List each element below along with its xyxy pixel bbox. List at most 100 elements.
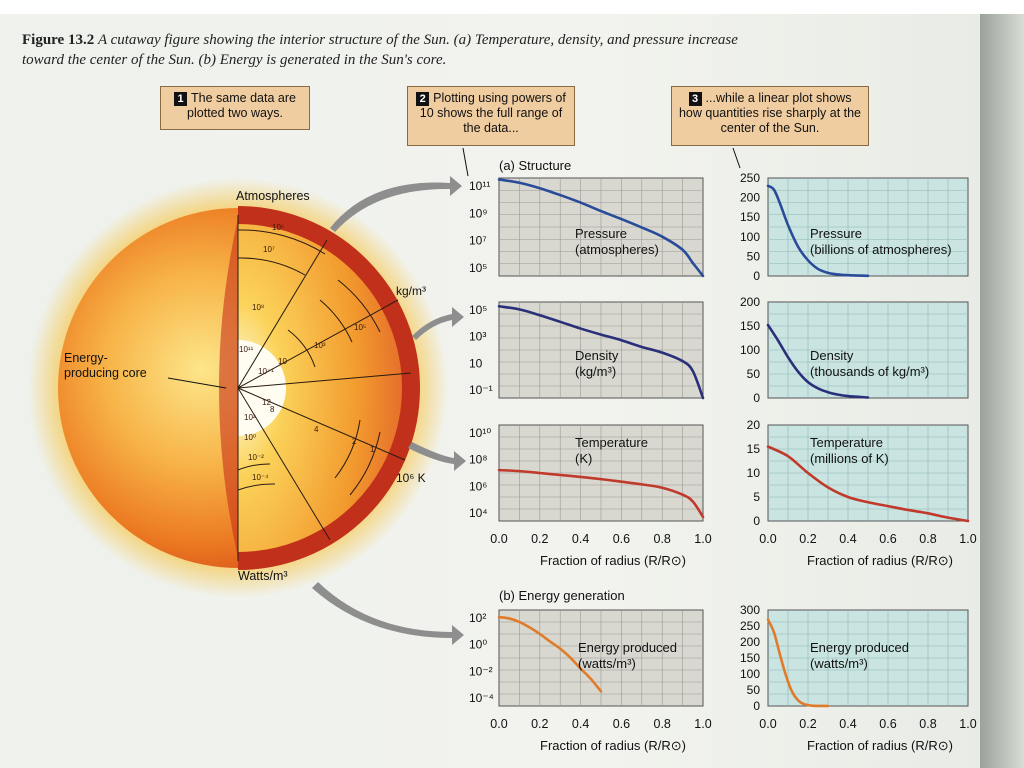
x-tick-label: 0.0 <box>490 717 507 731</box>
y-tick-label: 0 <box>753 699 760 713</box>
sun-temperature-tick: 12 <box>262 398 271 407</box>
x-axis-label: Fraction of radius (R/R⊙) <box>807 738 953 753</box>
y-tick-label: 10 <box>469 356 483 370</box>
data-series-line <box>766 618 830 708</box>
y-tick-label: 50 <box>747 249 761 263</box>
y-tick-label: 150 <box>740 210 760 224</box>
x-tick-label: 0.4 <box>839 717 856 731</box>
figure-caption-text: A cutaway figure showing the interior st… <box>22 32 738 68</box>
y-tick-label: 200 <box>740 635 760 649</box>
x-axis-label: Fraction of radius (R/R⊙) <box>807 553 953 568</box>
y-tick-label: 10² <box>469 611 486 625</box>
kg-per-m3-label: kg/m³ <box>396 284 426 298</box>
arrow-to-pressure <box>330 176 462 232</box>
x-tick-label: 0.8 <box>654 532 671 546</box>
x-tick-label: 0.8 <box>654 717 671 731</box>
series-label: Temperature (K) <box>575 435 648 466</box>
series-label: Pressure (billions of atmospheres) <box>810 226 952 257</box>
section-energy-title: (b) Energy generation <box>499 588 625 603</box>
series-label: Temperature (millions of K) <box>810 435 889 466</box>
callout-text: Plotting using powers of 10 shows the fu… <box>419 91 566 135</box>
callout-2: 2 Plotting using powers of 10 shows the f… <box>407 86 575 146</box>
y-tick-label: 10⁷ <box>469 234 487 248</box>
data-series-line <box>497 178 705 278</box>
log-chart-panel: 10⁵ 10³ 10 10⁻¹ Density (kg/m³) <box>469 301 705 400</box>
y-tick-label: 10⁵ <box>469 261 487 275</box>
section-structure-title: (a) Structure <box>499 158 571 173</box>
x-tick-label: 0.2 <box>531 717 548 731</box>
y-tick-label: 150 <box>740 651 760 665</box>
sun-temperature-tick: 1 <box>370 445 375 454</box>
x-tick-label: 0.0 <box>759 717 776 731</box>
plot-grid <box>768 610 968 706</box>
plot-grid <box>768 302 968 398</box>
callout-2-pointer <box>462 147 469 177</box>
x-tick-label: 0.2 <box>531 532 548 546</box>
sun-energy-tick: 10⁰ <box>244 433 256 442</box>
data-series-line <box>766 445 970 523</box>
y-tick-label: 10⁻⁴ <box>469 691 494 705</box>
y-tick-label: 10 <box>747 466 761 480</box>
y-tick-label: 200 <box>740 295 760 309</box>
arrow-to-energy <box>312 582 464 645</box>
y-tick-label: 15 <box>747 442 761 456</box>
series-label: Pressure (atmospheres) <box>575 226 659 257</box>
y-tick-label: 10⁻² <box>469 664 493 678</box>
callout-text: The same data are plotted two ways. <box>187 91 296 120</box>
series-label: Energy produced (watts/m³) <box>810 640 909 671</box>
arrow-to-temperature <box>408 442 466 471</box>
x-tick-label: 0.8 <box>919 532 936 546</box>
data-series-line <box>766 184 870 278</box>
core-leader-line <box>167 377 227 389</box>
x-tick-label: 0.2 <box>799 532 816 546</box>
y-tick-label: 10⁵ <box>469 303 487 317</box>
sun-density-tick: 10⁻¹ <box>258 367 274 376</box>
data-series-line <box>766 323 870 399</box>
plot-grid <box>768 178 968 276</box>
callout-3: 3 ...while a linear plot shows how quanti… <box>671 86 869 146</box>
y-tick-label: 10⁰ <box>469 638 487 652</box>
log-chart-panel: 10² 10⁰ 10⁻² 10⁻⁴ Energy produced (watts/m³) 0… <box>469 609 712 753</box>
plot-grid <box>499 302 703 398</box>
y-tick-label: 10⁹ <box>469 206 488 220</box>
x-tick-label: 0.8 <box>919 717 936 731</box>
core-label: Energy-producing core <box>64 351 147 380</box>
interior-dividers <box>237 215 412 561</box>
sun-temperature-tick: 2 <box>352 437 357 446</box>
x-tick-label: 1.0 <box>694 717 711 731</box>
series-label: Density (kg/m³) <box>575 348 619 379</box>
sun-density-tick: 10 <box>278 357 287 366</box>
data-series-line <box>497 468 705 519</box>
linear-chart-panel: 200 150 100 50 0 Density (thousands of kg/m³) <box>740 295 969 405</box>
watts-label: Watts/m³ <box>238 569 288 583</box>
x-tick-label: 0.0 <box>759 532 776 546</box>
y-tick-label: 50 <box>747 683 761 697</box>
series-label: Density (thousands of kg/m³) <box>810 348 929 379</box>
sun-temperature-tick: 4 <box>314 425 319 434</box>
callout-1: 1 The same data are plotted two ways. <box>160 86 310 130</box>
y-tick-label: 200 <box>740 191 760 205</box>
x-axis-label: Fraction of radius (R/R⊙) <box>540 738 686 753</box>
temperature-unit-label: 10⁶ K <box>396 471 426 485</box>
data-series-line <box>497 615 603 693</box>
callout-text: ...while a linear plot shows how quantit… <box>678 91 862 135</box>
sun-temperature-tick: 8 <box>270 405 275 414</box>
y-tick-label: 50 <box>747 367 761 381</box>
x-tick-label: 0.0 <box>490 532 507 546</box>
figure-label: Figure 13.2 <box>22 32 95 48</box>
y-tick-label: 10³ <box>469 330 486 344</box>
y-tick-label: 10⁴ <box>469 506 488 520</box>
y-tick-label: 250 <box>740 619 760 633</box>
x-tick-label: 0.4 <box>572 717 589 731</box>
arrows <box>312 147 741 645</box>
y-tick-label: 0 <box>753 269 760 283</box>
energy-core <box>238 340 286 436</box>
y-tick-label: 10⁸ <box>469 453 487 467</box>
x-tick-label: 0.4 <box>839 532 856 546</box>
sun-pressure-tick: 10⁷ <box>263 245 275 254</box>
callout-number: 3 <box>688 92 702 106</box>
linear-chart-panel: 250 200 150 100 50 0 Pressure (billions of atmo… <box>740 171 969 283</box>
sun-pressure-tick: 10⁵ <box>272 223 284 232</box>
